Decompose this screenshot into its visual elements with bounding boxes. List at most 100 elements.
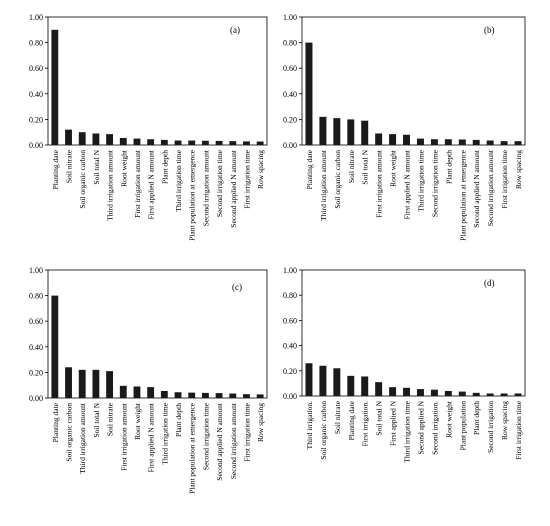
x-tick-label: First irrigation time (500, 149, 509, 208)
plot-frame (301, 16, 526, 146)
bar (215, 140, 223, 145)
bar (229, 141, 237, 145)
x-tick-label: First applied N amount (403, 149, 412, 219)
x-tick-label: Planting date (305, 149, 314, 189)
x-tick-label: Third irrigation time (403, 400, 412, 462)
bar (174, 140, 182, 145)
bar (133, 138, 141, 145)
bar (486, 140, 494, 145)
y-tick-label: 0.80 (29, 39, 43, 48)
x-tick-label: First applied N amount (147, 149, 156, 219)
x-tick-label: Soil nitrate (65, 149, 74, 183)
bar (500, 393, 508, 396)
bar (243, 141, 250, 145)
x-tick-label: Second irrigation amount (486, 149, 495, 226)
x-tick-label: Third irrigation. (305, 401, 314, 449)
x-tick-label: First irrigation amount (133, 149, 142, 218)
bar (416, 138, 424, 145)
x-tick-label: Second irrigation time (430, 149, 439, 217)
bar (458, 139, 466, 145)
bar (92, 369, 100, 398)
panel-label: (c) (232, 282, 242, 292)
x-tick-label: Second irrigation amount (229, 402, 238, 479)
x-tick-label: Second applied N amount (229, 149, 238, 228)
panel-label: (d) (484, 278, 495, 288)
chart-panel-b: 0.00 0.20 0.40 0.60 0.80 1.00 (b) Planting date… (283, 13, 526, 241)
bar (51, 29, 59, 145)
y-tick-label: 0.40 (29, 343, 43, 352)
x-tick-label: Second irrigation amount (201, 149, 210, 226)
bar (361, 376, 369, 396)
bar (215, 393, 223, 398)
x-tick-label: Plant population at emergence (188, 149, 197, 241)
bar (243, 394, 250, 398)
bar (458, 391, 466, 396)
bar (403, 134, 411, 145)
y-tick-label: 0.60 (29, 64, 43, 73)
y-tick-label: 1.00 (29, 13, 43, 22)
x-tick-label: Soil total N (361, 149, 370, 184)
panel-label: (a) (230, 25, 240, 35)
x-tick-label: Soil total N (92, 149, 101, 184)
x-tick-label: Plant depth (472, 401, 481, 435)
x-tick-label: Root weight (389, 149, 398, 187)
y-tick-label: 0.80 (283, 39, 297, 48)
x-tick-label: Plant depth (174, 403, 183, 437)
x-tick-label: Second applied N (416, 400, 425, 454)
x-tick-label: Second applied N amount (215, 402, 224, 481)
x-tick-label: Soil organic carbon (65, 403, 74, 462)
chart-panel-d: 0.00 0.20 0.40 0.60 0.80 1.00 (d) Third irrigat… (283, 266, 526, 463)
y-tick-label: 0.40 (283, 342, 297, 351)
x-tick-label: Row spacing (500, 401, 509, 440)
y-tick-label: 1.00 (283, 266, 297, 275)
bar (305, 363, 313, 396)
bar (201, 140, 209, 145)
bar (430, 389, 438, 396)
y-tick-label: 0.00 (283, 392, 297, 401)
y-tick-label: 0.80 (283, 291, 297, 300)
x-tick-label: Planting date (51, 402, 60, 442)
bar (486, 393, 494, 396)
y-tick-label: 1.00 (283, 13, 297, 22)
x-tick-label: Soil nitrate (333, 400, 342, 434)
bar (256, 141, 264, 145)
bar (333, 118, 341, 145)
bar (347, 119, 355, 145)
x-tick-label: Soil total N (375, 400, 384, 435)
bar (514, 393, 522, 396)
y-tick-label: 0.00 (29, 141, 43, 150)
bar (389, 134, 397, 145)
bar (389, 387, 397, 396)
x-tick-label: Plant depth (444, 150, 453, 184)
x-tick-label: Third irrigation amount (106, 149, 115, 221)
chart-panel-c: 0.00 0.20 0.40 0.60 0.80 1.00 (c) Planting date… (29, 266, 268, 494)
bar (319, 116, 327, 145)
bar (65, 367, 72, 398)
x-tick-label: Soil organic carbon (78, 150, 87, 209)
x-tick-label: Root weight (133, 402, 142, 440)
bar (375, 133, 383, 145)
plot-frame (47, 269, 268, 399)
y-tick-label: 0.60 (283, 64, 297, 73)
bar (347, 375, 355, 396)
y-tick-label: 0.20 (283, 367, 297, 376)
x-tick-label: First irrigation time (242, 402, 251, 461)
bar (119, 385, 127, 398)
bar (119, 137, 127, 145)
bar (444, 139, 452, 145)
x-tick-label: First applied N amount (147, 402, 156, 472)
bar (51, 295, 59, 398)
x-tick-label: Row spacing (256, 150, 265, 189)
x-tick-label: Root weight (119, 149, 128, 187)
x-tick-label: Third irrigation amount (319, 149, 328, 221)
bar (188, 392, 196, 398)
bar (430, 139, 438, 145)
bar (472, 139, 480, 145)
bar (229, 393, 237, 398)
x-tick-label: Second irrigation (486, 401, 495, 453)
x-tick-label: Third irrigation amount (78, 402, 87, 474)
bar (444, 390, 452, 396)
bar (256, 394, 264, 398)
y-tick-label: 0.00 (29, 394, 43, 403)
bar (78, 132, 86, 145)
